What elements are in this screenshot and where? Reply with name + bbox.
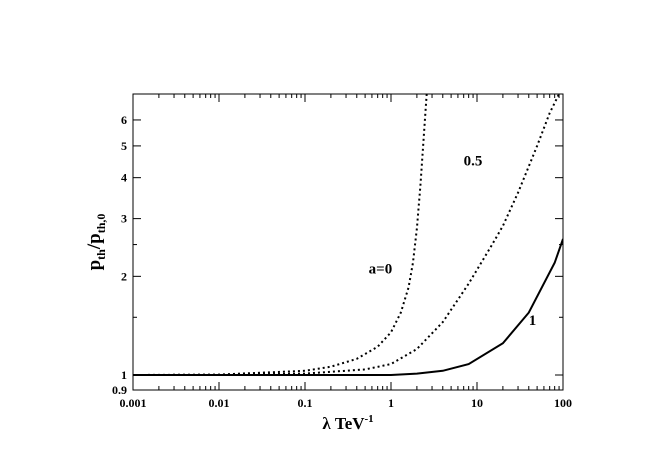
series-line-1 [133, 94, 428, 376]
y-tick-label: 1 [121, 368, 127, 382]
x-axis-label-main: λ TeV [322, 414, 365, 433]
y-axis-label-mid: /p [84, 233, 105, 250]
y-tick-label: 5 [121, 139, 127, 153]
x-axis: 0.001 0.01 0.1 1 10 100 [120, 94, 572, 410]
y-tick-label: 2 [121, 269, 127, 283]
x-tick-label: 1 [388, 396, 394, 410]
x-tick-label: 10 [471, 396, 483, 410]
x-axis-label: λ TeV-1 [322, 413, 373, 433]
x-tick-label: 0.001 [120, 396, 147, 410]
curve-label-3: 1 [529, 313, 537, 329]
series-line-3 [133, 238, 563, 376]
y-tick-label: 3 [121, 212, 127, 226]
curve-label-1: a=0 [369, 262, 393, 278]
x-axis-label-superscript: -1 [365, 413, 374, 425]
y-axis-label-sub1: th [94, 249, 108, 260]
curve-labels: a=0 0.5 1 [369, 154, 537, 329]
curves [133, 94, 563, 376]
curve-label-2: 0.5 [464, 154, 483, 170]
y-axis-label-main: p [84, 260, 105, 271]
x-tick-label: 0.1 [298, 396, 313, 410]
y-tick-label: 6 [121, 113, 127, 127]
x-tick-label: 0.01 [209, 396, 230, 410]
series-line-2 [133, 94, 560, 376]
y-tick-label: 0.9 [112, 383, 127, 397]
y-axis-label: pth/pth,0 [84, 214, 108, 271]
x-tick-label: 100 [554, 396, 572, 410]
y-tick-label: 4 [121, 171, 127, 185]
y-axis-label-sub2: th,0 [94, 214, 108, 234]
